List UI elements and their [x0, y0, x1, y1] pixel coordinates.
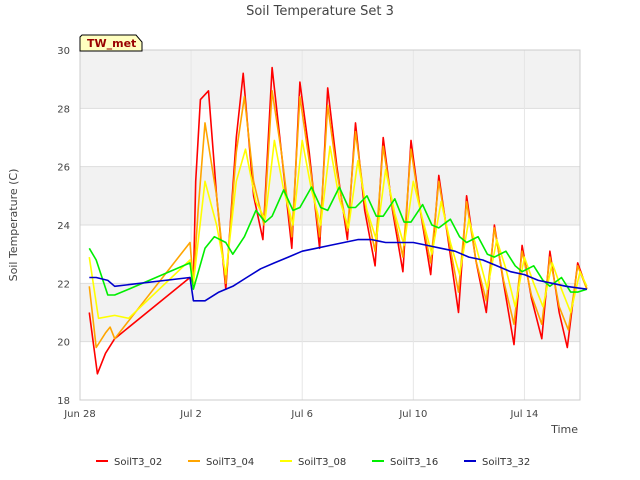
legend-label: SoilT3_16 [390, 457, 438, 468]
series-line-soilt3_32 [89, 238, 588, 302]
annotation-label: TW_met [87, 37, 136, 50]
series-line-soilt3_02 [88, 66, 588, 375]
y-tick-label: 30 [57, 46, 70, 57]
x-tick-label: Jul 10 [398, 409, 427, 420]
legend-label: SoilT3_04 [206, 457, 254, 468]
y-tick-label: 20 [57, 338, 70, 349]
legend-item: SoilT3_02 [96, 457, 162, 468]
y-tick-label: 22 [57, 279, 70, 290]
plot-band [80, 225, 580, 284]
series-lines [88, 66, 588, 375]
chart-title: Soil Temperature Set 3 [246, 4, 394, 19]
y-axis-label: Soil Temperature (C) [7, 169, 20, 282]
y-tick-label: 18 [57, 396, 70, 407]
legend-label: SoilT3_02 [114, 457, 162, 468]
x-tick-label: Jul 2 [179, 409, 202, 420]
legend-label: SoilT3_08 [298, 457, 346, 468]
y-tick-label: 24 [57, 221, 70, 232]
legend: SoilT3_02 SoilT3_04 SoilT3_08 SoilT3_16 Soil… [96, 457, 530, 468]
legend-item: SoilT3_08 [280, 457, 346, 468]
plot-band [80, 283, 580, 342]
annotation-box: TW_met [79, 34, 143, 52]
legend-label: SoilT3_32 [482, 457, 530, 468]
legend-item: SoilT3_32 [464, 457, 530, 468]
plot-band [80, 341, 580, 400]
x-tick-label: Jul 6 [290, 409, 313, 420]
series-line-soilt3_16 [88, 186, 588, 296]
plot-band [80, 50, 580, 109]
plot-frame [79, 49, 581, 401]
x-axis-label: Time [550, 423, 578, 436]
y-tick-label: 26 [57, 163, 70, 174]
legend-item: SoilT3_16 [372, 457, 438, 468]
x-tick-label: Jul 14 [509, 409, 538, 420]
plot-background [80, 50, 580, 400]
series-line-soilt3_08 [88, 139, 588, 320]
y-tick-label: 28 [57, 104, 70, 115]
y-axis-ticks: 18 20 22 24 26 28 30 [57, 46, 70, 407]
legend-item: SoilT3_04 [188, 457, 254, 468]
plot-band [80, 166, 580, 225]
series-line-soilt3_04 [88, 90, 588, 349]
x-tick-label: Jun 28 [63, 409, 96, 420]
x-axis-ticks: Jun 28 Jul 2 Jul 6 Jul 10 Jul 14 [63, 409, 538, 420]
